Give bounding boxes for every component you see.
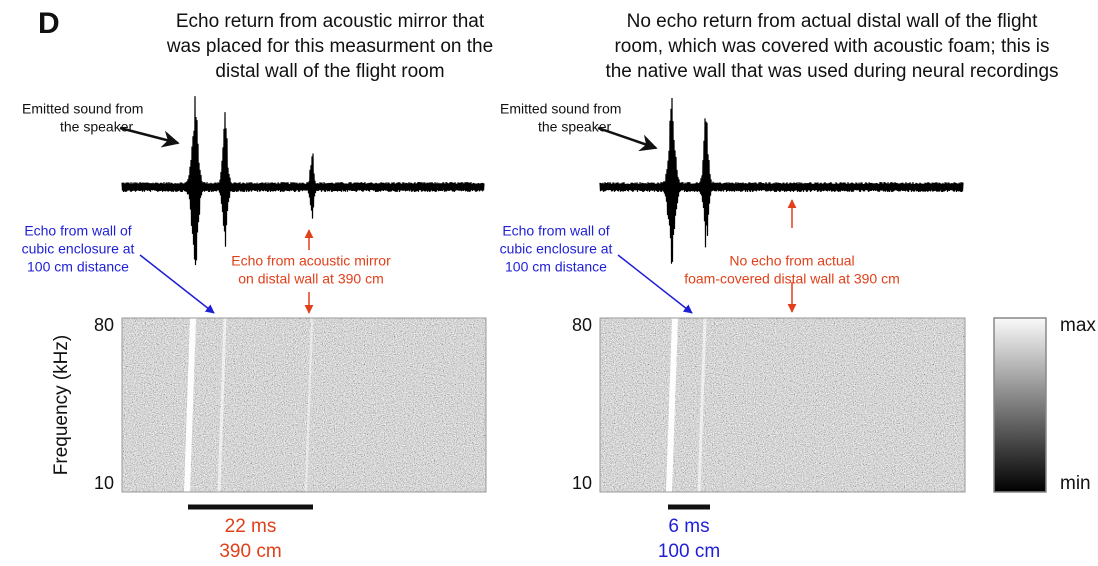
- echo-note: 100 cm distance: [27, 259, 129, 275]
- scale-time: 6 ms: [668, 516, 709, 537]
- echo-arrow: [139, 254, 215, 314]
- speaker-note: Emitted sound from: [500, 101, 621, 117]
- waveform: [599, 97, 964, 264]
- panel-title: distal wall of the flight room: [215, 61, 444, 82]
- panel-title: No echo return from actual distal wall o…: [627, 11, 1039, 32]
- speaker-note: Emitted sound from: [22, 101, 143, 117]
- echo-note: cubic enclosure at: [500, 241, 613, 257]
- scale-distance: 100 cm: [658, 541, 720, 562]
- speaker-arrow: [119, 126, 180, 148]
- speaker-note: the speaker: [538, 119, 611, 135]
- panel-title: Echo return from acoustic mirror that: [176, 11, 485, 32]
- mirror-note: No echo from actual: [729, 253, 854, 269]
- speaker-arrow: [597, 126, 658, 152]
- scale-distance: 390 cm: [219, 541, 281, 562]
- panel-title: the native wall that was used during neu…: [605, 61, 1058, 82]
- y-tick-label: 10: [572, 473, 592, 493]
- y-tick-label: 80: [94, 315, 114, 335]
- echo-note: Echo from wall of: [24, 223, 131, 239]
- y-axis-label: Frequency (kHz): [51, 335, 72, 475]
- mirror-note: on distal wall at 390 cm: [238, 271, 384, 287]
- spectrogram-frame: [599, 317, 966, 493]
- echo-band: [697, 317, 707, 493]
- y-tick-label: 10: [94, 473, 114, 493]
- echo-band: [304, 317, 314, 493]
- waveform: [121, 96, 485, 266]
- colorbar: [993, 317, 1047, 493]
- spectrogram-frame: [121, 317, 487, 493]
- y-tick-label: 80: [572, 315, 592, 335]
- colorbar-min: min: [1060, 473, 1091, 494]
- echo-arrow: [617, 254, 693, 314]
- echo-band: [217, 317, 227, 493]
- echo-note: 100 cm distance: [505, 259, 607, 275]
- echo-note: Echo from wall of: [502, 223, 609, 239]
- mirror-note: Echo from acoustic mirror: [231, 253, 391, 269]
- echo-band: [666, 317, 678, 493]
- mirror-note: foam-covered distal wall at 390 cm: [684, 271, 900, 287]
- echo-note: cubic enclosure at: [22, 241, 135, 257]
- panel-title: room, which was covered with acoustic fo…: [614, 36, 1049, 57]
- speaker-note: the speaker: [60, 119, 133, 135]
- spectrogram-noise: [122, 318, 486, 492]
- panel-label: D: [38, 7, 60, 40]
- echo-band: [184, 317, 196, 493]
- scale-time: 22 ms: [225, 516, 277, 537]
- panel-title: was placed for this measurment on the: [166, 36, 493, 57]
- colorbar-max: max: [1060, 315, 1096, 336]
- spectrogram-noise: [600, 318, 965, 492]
